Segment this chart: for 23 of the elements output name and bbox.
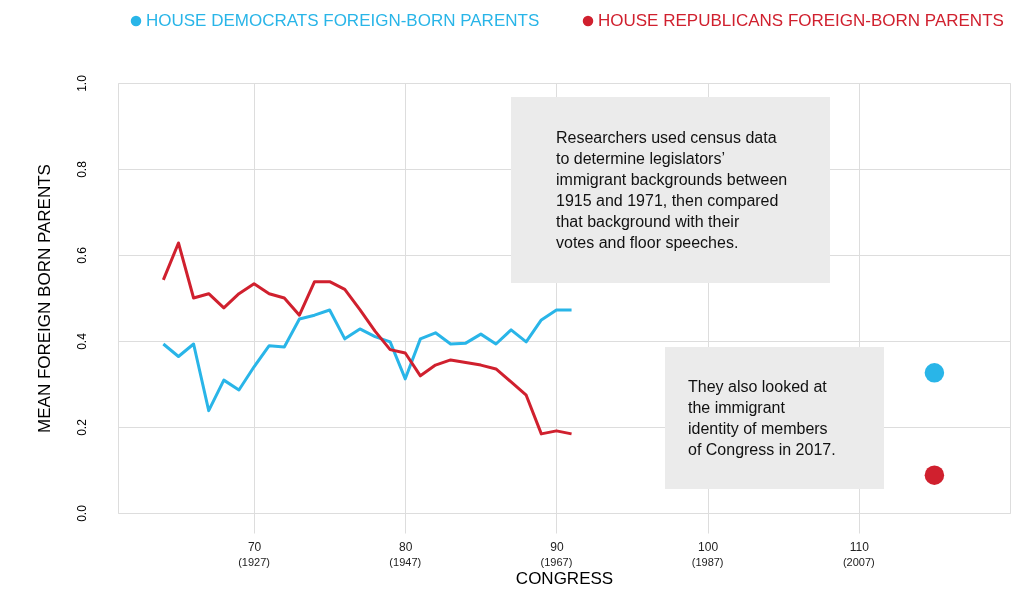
x-axis-title: CONGRESS	[515, 568, 614, 588]
legend-label: HOUSE DEMOCRATS FOREIGN-BORN PARENTS	[146, 11, 540, 30]
text: (1967)	[540, 556, 573, 568]
line-series	[161, 308, 574, 413]
annotation: They also looked at the immigrant identity of members of Congress in 2017.	[688, 377, 836, 458]
y-tick-label: 1.0	[74, 74, 89, 92]
text: (1947)	[389, 556, 422, 568]
y-tick-label: 0.4	[74, 332, 89, 350]
legend-label: HOUSE REPUBLICANS FOREIGN-BORN PARENTS	[598, 11, 1004, 30]
y-tick-label: 0.2	[74, 418, 89, 436]
text: (2007)	[842, 556, 875, 568]
x-tick-label: 90	[550, 539, 564, 554]
x-tick-label: 70	[247, 539, 262, 554]
y-axis-title: MEAN FOREIGN BORN PARENTS	[34, 164, 54, 433]
x-tick-label: 110	[849, 539, 870, 554]
x-tick-label: 100	[698, 539, 719, 554]
annotation: Researchers used census data to determine legislators’ immigrant backgrounds between 1915 and 1971, then compared that background with their votes and floor speeches.	[556, 128, 788, 251]
y-tick-label: 0.0	[74, 504, 89, 522]
text: (1987)	[691, 556, 724, 568]
y-tick-label: 0.8	[74, 160, 89, 178]
x-tick-label: 80	[399, 539, 413, 554]
y-tick-label: 0.6	[74, 246, 89, 264]
text: (1927)	[238, 556, 270, 568]
